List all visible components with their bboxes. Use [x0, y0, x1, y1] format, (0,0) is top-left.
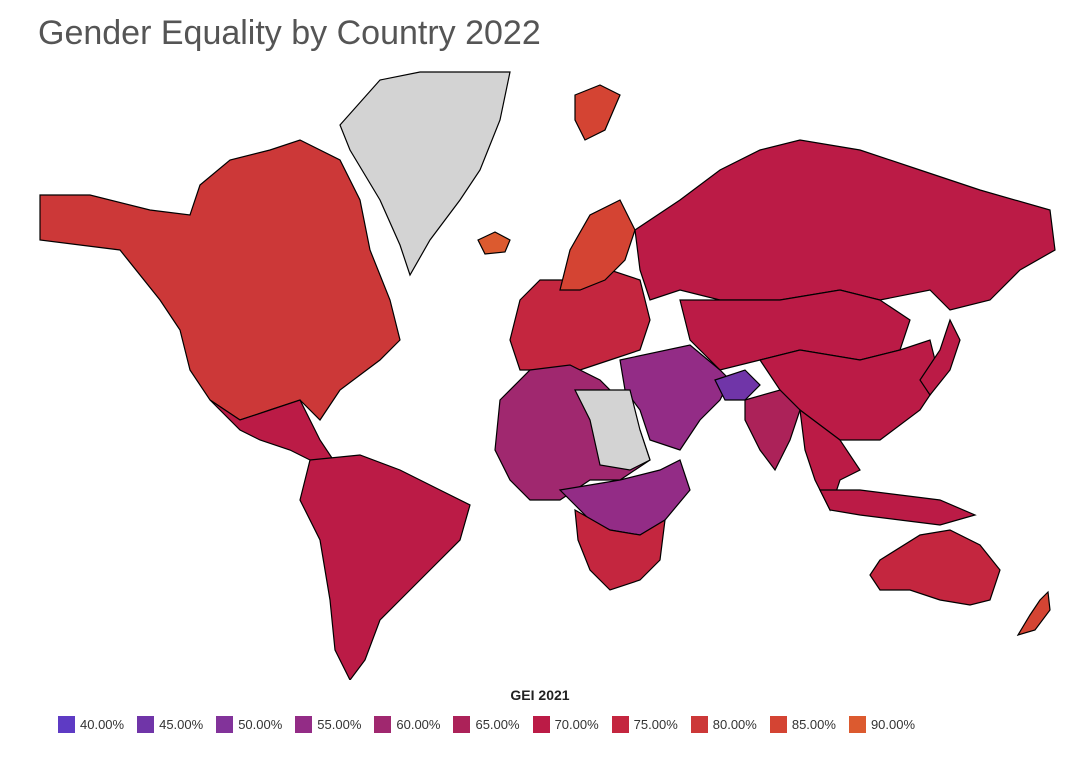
legend-label: 85.00%	[791, 717, 836, 732]
region-svalbard[interactable]	[574, 84, 621, 141]
region-egypt-libya[interactable]	[574, 389, 651, 471]
legend-item[interactable]: 75.00%	[611, 716, 678, 733]
legend-item[interactable]: 80.00%	[690, 716, 757, 733]
legend-item[interactable]: 60.00%	[374, 716, 440, 733]
legend-item[interactable]: 65.00%	[453, 716, 520, 733]
legend-label: 65.00%	[475, 717, 520, 732]
region-iceland[interactable]	[477, 231, 511, 255]
region-north-america[interactable]	[39, 139, 401, 421]
region-indonesia[interactable]	[819, 489, 977, 526]
region-southern-africa[interactable]	[574, 508, 666, 591]
legend-label: 90.00%	[870, 717, 916, 732]
legend-label: 55.00%	[317, 717, 362, 732]
legend-swatch	[848, 716, 866, 733]
legend-swatch	[611, 716, 629, 733]
legend-label: 45.00%	[159, 717, 204, 732]
region-russia[interactable]	[634, 139, 1056, 311]
legend-label: 75.00%	[633, 717, 678, 732]
region-middle-east[interactable]	[619, 344, 731, 451]
legend-label: 50.00%	[238, 717, 283, 732]
legend-item[interactable]: 40.00%	[58, 716, 124, 733]
map-title: Gender Equality by Country 2022	[38, 14, 541, 52]
legend-label: 60.00%	[396, 717, 441, 732]
legend-swatch	[374, 716, 392, 733]
legend-swatch	[295, 716, 313, 733]
legend-swatch	[769, 716, 787, 733]
legend-swatch	[453, 716, 471, 733]
legend-label: 40.00%	[80, 717, 125, 732]
legend-label: 80.00%	[712, 717, 757, 732]
legend-swatch	[137, 716, 155, 733]
legend-label: 70.00%	[554, 717, 599, 732]
legend-item[interactable]: 55.00%	[295, 716, 361, 733]
legend: 40.00% 45.00% 50.00% 55.00% 60.00% 65.00% 70.0…	[58, 716, 915, 733]
world-map	[39, 71, 1056, 680]
legend-item[interactable]: 45.00%	[137, 716, 203, 733]
region-south-america[interactable]	[299, 454, 471, 680]
legend-item[interactable]: 90.00%	[848, 716, 916, 733]
legend-item[interactable]: 70.00%	[532, 716, 599, 733]
legend-swatch	[216, 716, 234, 733]
legend-item[interactable]: 85.00%	[769, 716, 836, 733]
region-india[interactable]	[744, 389, 801, 472]
legend-swatch	[690, 716, 708, 733]
legend-swatch	[532, 716, 550, 733]
region-australia[interactable]	[869, 529, 1001, 606]
region-new-zealand[interactable]	[1016, 590, 1051, 637]
region-afghanistan[interactable]	[714, 369, 761, 401]
legend-swatch	[58, 716, 75, 733]
region-japan[interactable]	[919, 318, 961, 397]
legend-item[interactable]: 50.00%	[216, 716, 282, 733]
legend-title: GEI 2021	[510, 687, 570, 703]
region-greenland[interactable]	[339, 71, 511, 277]
